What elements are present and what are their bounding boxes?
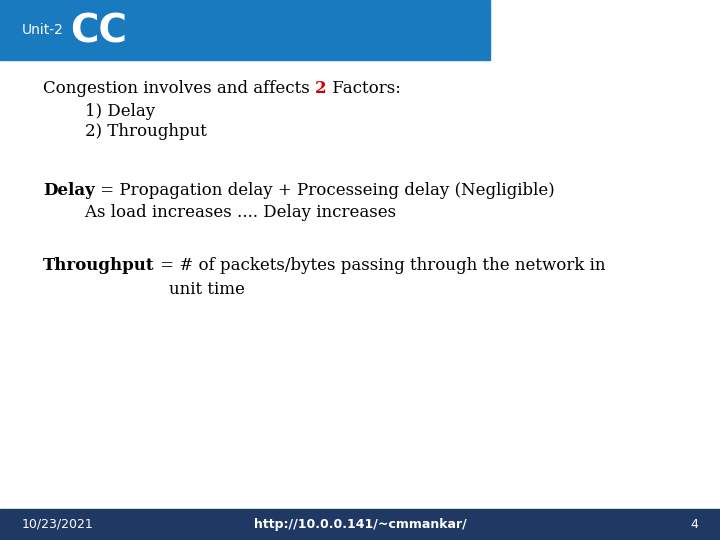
Text: As load increases .... Delay increases: As load increases .... Delay increases — [43, 204, 396, 221]
Text: 2) Throughput: 2) Throughput — [43, 123, 207, 140]
Text: 10/23/2021: 10/23/2021 — [22, 518, 94, 531]
Text: Unit-2: Unit-2 — [22, 23, 63, 37]
Text: Congestion involves and affects: Congestion involves and affects — [43, 80, 315, 97]
Text: 4: 4 — [690, 518, 698, 531]
Text: unit time: unit time — [43, 281, 245, 299]
Text: http://10.0.0.141/~cmmankar/: http://10.0.0.141/~cmmankar/ — [253, 518, 467, 531]
Text: 1) Delay: 1) Delay — [43, 103, 156, 120]
Text: Delay: Delay — [43, 181, 95, 199]
Text: = Propagation delay + Processeing delay (Negligible): = Propagation delay + Processeing delay … — [95, 181, 554, 199]
Text: 2: 2 — [315, 80, 327, 97]
Text: Throughput: Throughput — [43, 257, 155, 274]
Text: CC: CC — [71, 12, 127, 50]
Text: Factors:: Factors: — [327, 80, 401, 97]
Text: = # of packets/bytes passing through the network in: = # of packets/bytes passing through the… — [155, 257, 606, 274]
